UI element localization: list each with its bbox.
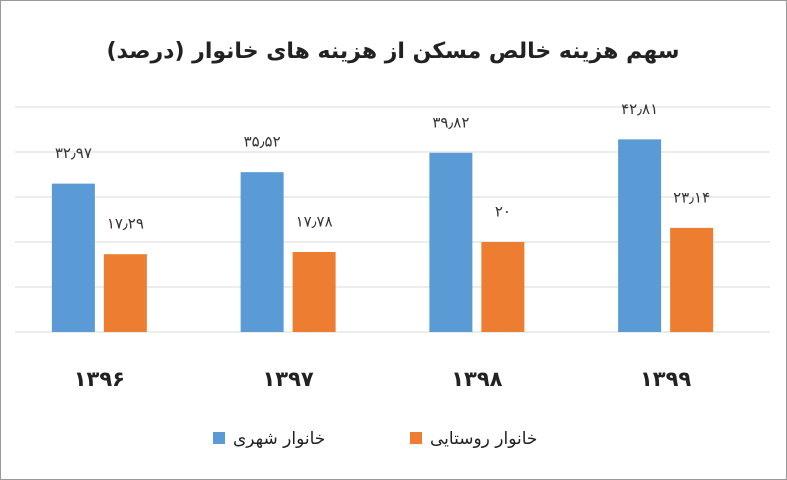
x-tick-label: ۱۳۹۶ xyxy=(74,367,125,391)
value-label: ۳۵٫۵۲ xyxy=(244,133,281,151)
value-label: ۲۰ xyxy=(495,203,511,221)
bar xyxy=(481,242,525,332)
value-label: ۱۷٫۲۹ xyxy=(107,215,144,233)
chart-title: سهم هزینه خالص مسکن از هزینه های خانوار … xyxy=(106,39,679,64)
value-label: ۳۲٫۹۷ xyxy=(55,144,92,162)
x-tick-label: ۱۳۹۸ xyxy=(451,367,502,391)
value-label: ۱۷٫۷۸ xyxy=(296,212,333,230)
legend-label: خانوار روستایی xyxy=(430,429,537,449)
x-tick-label: ۱۳۹۹ xyxy=(640,367,691,391)
value-label: ۲۳٫۱۴ xyxy=(673,188,710,206)
bar xyxy=(670,227,714,332)
bar xyxy=(429,152,473,332)
value-label: ۴۲٫۸۱ xyxy=(621,100,658,118)
value-label: ۳۹٫۸۲ xyxy=(432,113,469,131)
legend-label: خانوار شهری xyxy=(233,429,325,449)
x-tick-label: ۱۳۹۷ xyxy=(262,367,313,391)
bar xyxy=(103,254,147,332)
bar xyxy=(618,139,662,332)
bar xyxy=(51,183,95,332)
bar xyxy=(292,251,336,332)
bar xyxy=(240,172,284,332)
legend-swatch xyxy=(213,432,225,444)
legend-swatch xyxy=(410,432,422,444)
